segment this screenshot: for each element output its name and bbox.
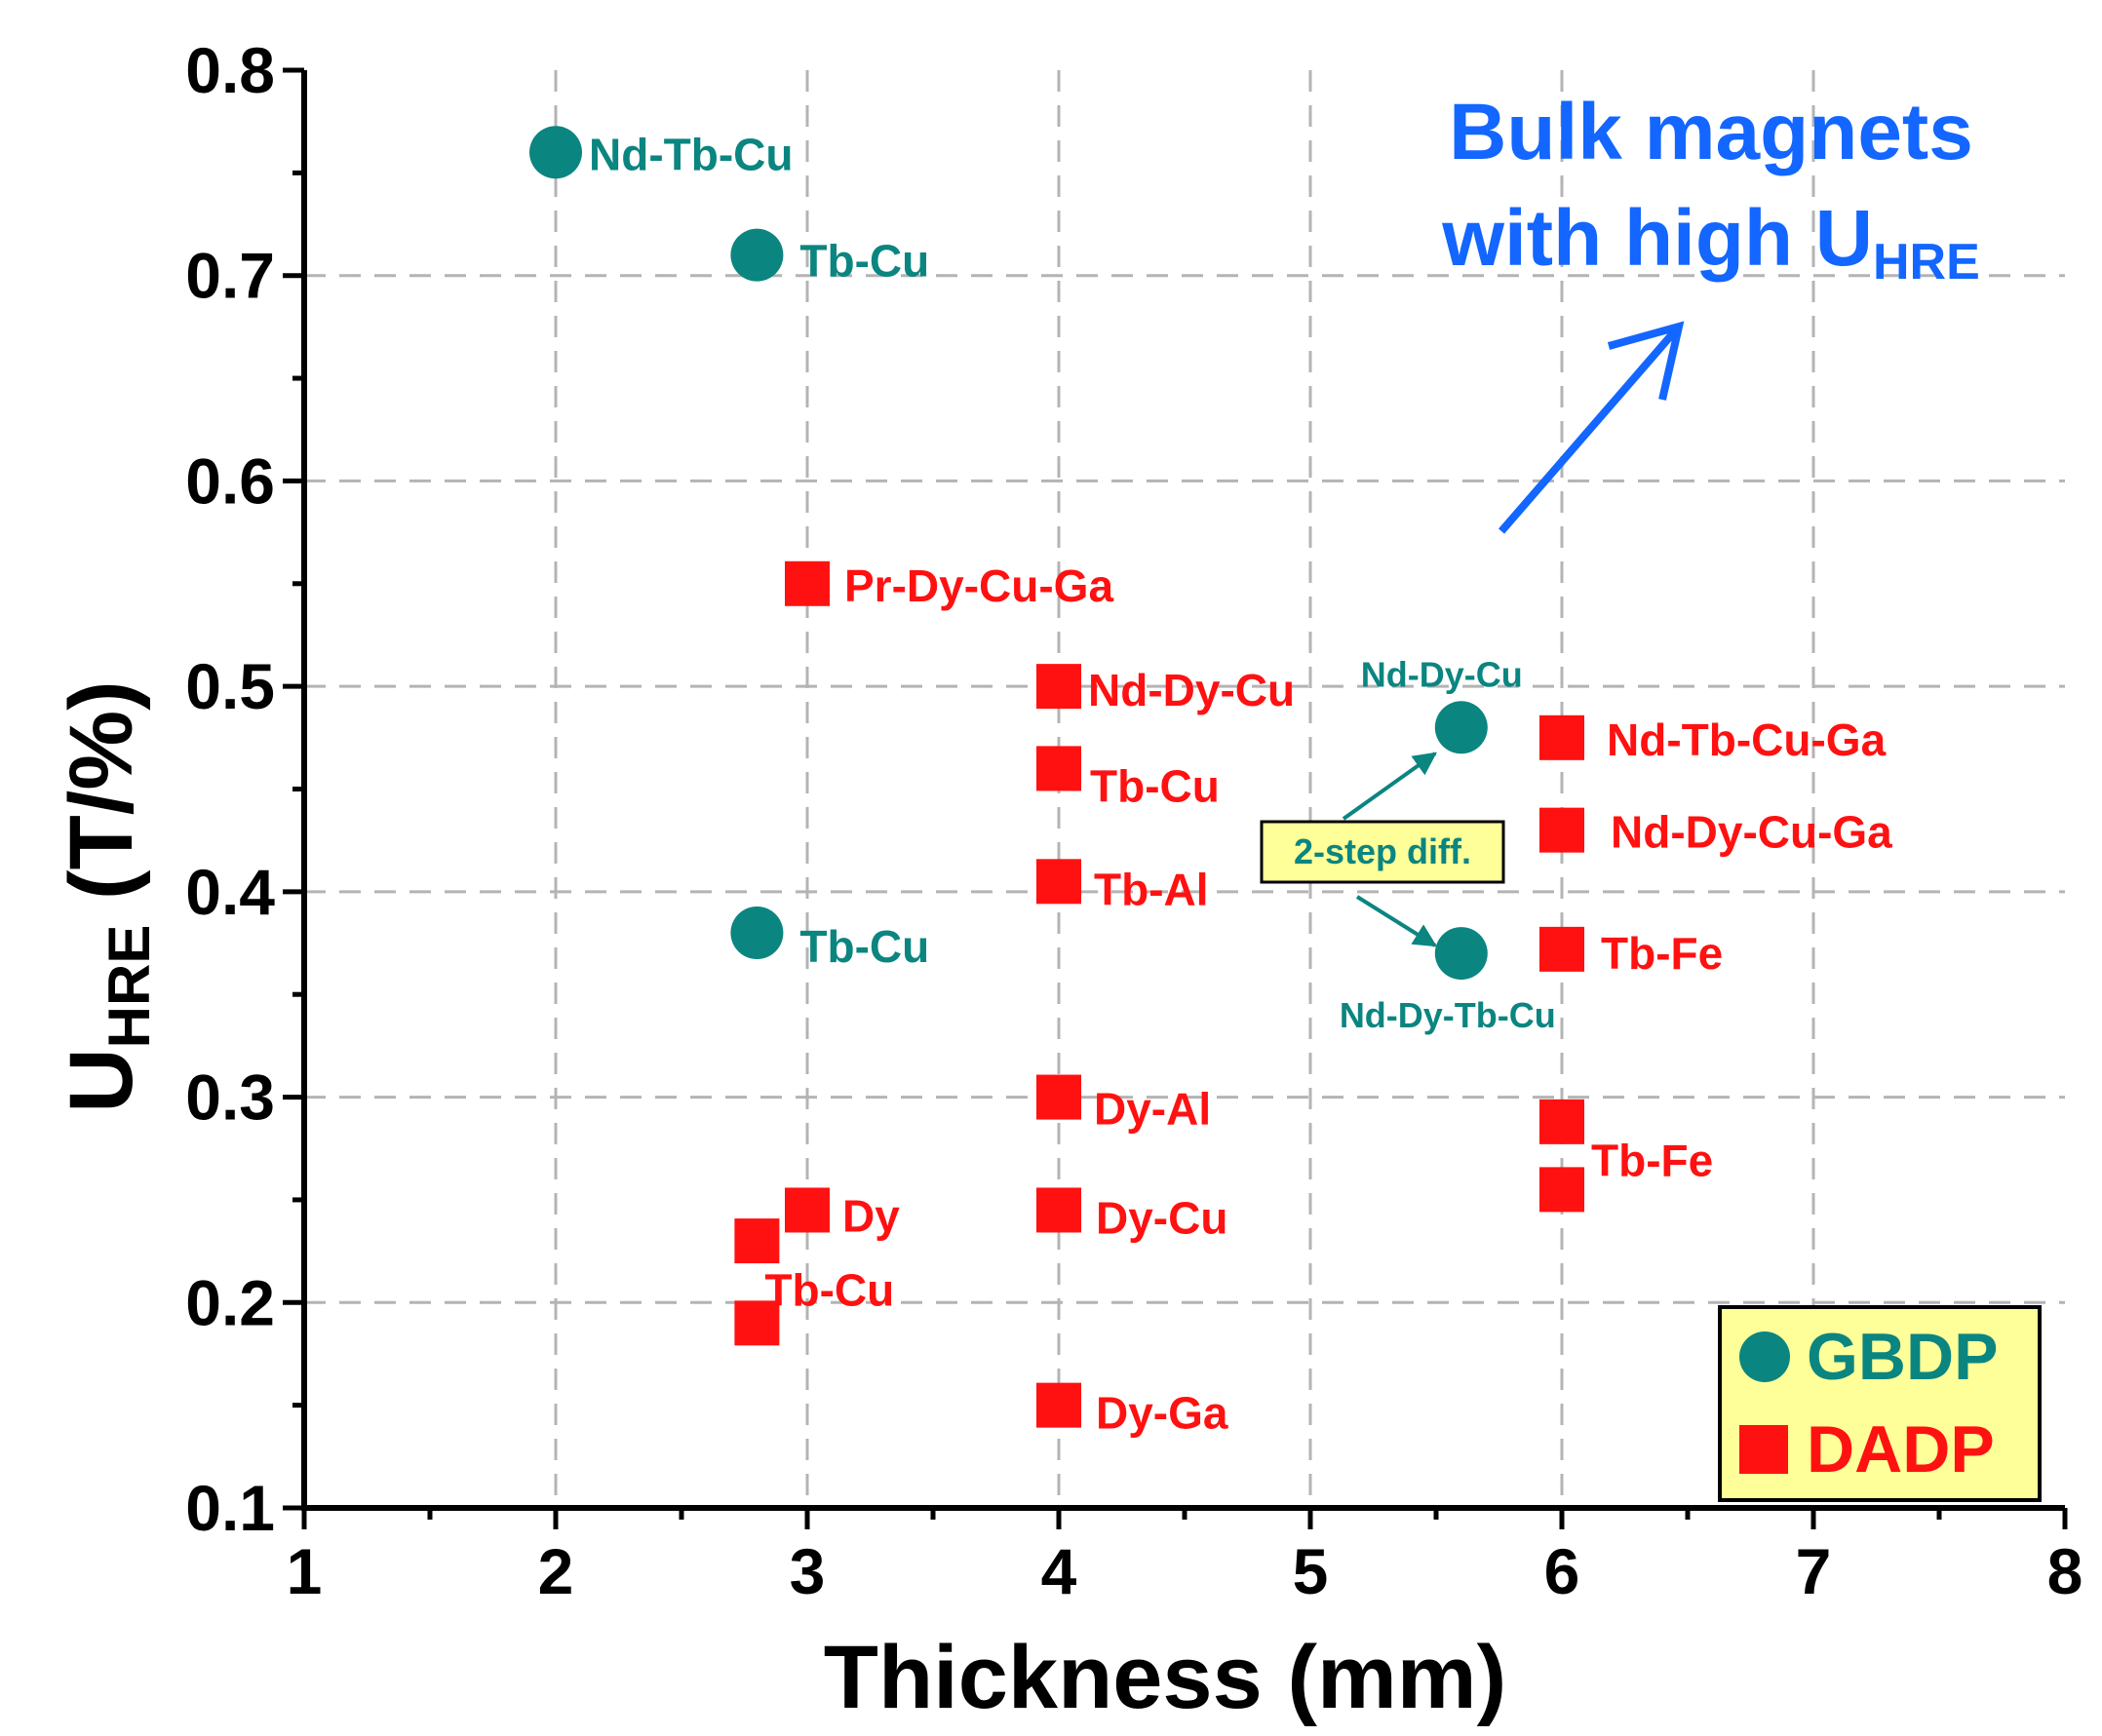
y-tick-label: 0.5 <box>185 650 275 722</box>
y-axis-title-suffix: (T/%) <box>52 680 151 924</box>
dadp-point <box>1036 1074 1081 1120</box>
two-step-box <box>1260 820 1505 884</box>
dadp-point-label: Pr-Dy-Cu-Ga <box>844 560 1113 611</box>
dadp-point-label: Dy-Al <box>1094 1084 1211 1135</box>
data-points <box>529 126 1584 1428</box>
x-tick-label: 5 <box>1293 1535 1329 1607</box>
dadp-point-label: Tb-Cu <box>1090 760 1220 811</box>
x-tick-label: 3 <box>790 1535 826 1607</box>
dadp-point <box>1539 1167 1584 1213</box>
legend-gbdp-marker <box>1739 1331 1790 1382</box>
dadp-point <box>1539 714 1584 760</box>
gbdp-point-label: Nd-Tb-Cu <box>589 129 793 179</box>
ticks: 1 2 3 4 5 6 7 8 0.1 0.2 0.3 0.4 0.5 0.6 0.7 0.8 <box>185 34 2083 1607</box>
dadp-point <box>1539 926 1584 972</box>
dadp-point <box>734 1300 780 1346</box>
two-step-label: 2-step diff. <box>1294 831 1471 871</box>
dadp-point-label: Nd-Dy-Cu-Ga <box>1611 807 1892 858</box>
point-labels: Nd-Tb-Cu Tb-Cu Tb-Cu Nd-Dy-Cu Nd-Dy-Tb-Cu Pr-… <box>589 129 1892 1438</box>
dadp-point <box>1036 859 1081 905</box>
legend: GBDP DADP <box>1718 1305 2042 1502</box>
y-tick-label: 0.3 <box>185 1061 275 1134</box>
x-tick-label: 7 <box>1796 1535 1832 1607</box>
gbdp-point <box>1434 701 1488 754</box>
grid-lines <box>304 70 2065 1508</box>
dadp-point-label: Dy <box>842 1190 900 1241</box>
gbdp-point <box>1434 927 1488 981</box>
dadp-point-label: Nd-Dy-Cu <box>1088 665 1295 715</box>
y-tick-label: 0.6 <box>185 444 275 517</box>
dadp-point-label: Dy-Ga <box>1096 1388 1228 1439</box>
gbdp-point-label: Nd-Dy-Tb-Cu <box>1340 995 1556 1035</box>
y-tick-label: 0.2 <box>185 1266 275 1338</box>
bulk-magnets-line1: Bulk magnets <box>1449 88 1973 176</box>
dadp-point-label: Tb-Cu <box>764 1264 894 1315</box>
y-axis-title-sub: HRE <box>97 925 162 1049</box>
gbdp-point <box>730 907 784 959</box>
y-tick-label: 0.4 <box>185 856 275 928</box>
x-tick-label: 2 <box>538 1535 574 1607</box>
bulk-arrow-shaft <box>1498 324 1683 534</box>
bulk-magnets-line2: with high UHRE <box>1441 194 1980 290</box>
dadp-point-label: Tb-Al <box>1094 864 1209 914</box>
x-tick-label: 1 <box>287 1535 323 1607</box>
y-tick-label: 0.7 <box>185 240 275 312</box>
gbdp-point-label: Nd-Dy-Cu <box>1361 654 1523 694</box>
dadp-point <box>1539 1099 1584 1144</box>
gbdp-point-label: Tb-Cu <box>799 921 929 972</box>
legend-gbdp-label: GBDP <box>1807 1320 1998 1394</box>
dadp-point-label: Dy-Cu <box>1096 1192 1227 1243</box>
x-tick-label: 6 <box>1544 1535 1580 1607</box>
bulk-arrow-head <box>1607 321 1685 401</box>
gbdp-point-label: Tb-Cu <box>799 236 929 287</box>
two-step-arrow-down <box>1355 895 1438 947</box>
dadp-point <box>1539 807 1584 853</box>
bulk-magnets-line2-sub: HRE <box>1873 234 1980 290</box>
legend-dadp-label: DADP <box>1807 1412 1995 1486</box>
gbdp-point <box>529 126 582 179</box>
two-step-arrow-up <box>1342 752 1437 821</box>
dadp-point <box>785 1187 830 1233</box>
x-axis-title: Thickness (mm) <box>824 1628 1506 1727</box>
y-axis-title: UHRE (T/%) <box>52 680 162 1113</box>
dadp-point-label: Tb-Fe <box>1601 928 1723 979</box>
y-tick-label: 0.1 <box>185 1472 275 1544</box>
dadp-point-label: Nd-Tb-Cu-Ga <box>1607 714 1887 765</box>
dadp-point <box>734 1218 780 1264</box>
dadp-point-label: Tb-Fe <box>1591 1135 1713 1185</box>
dadp-point <box>1036 1187 1081 1233</box>
gbdp-point <box>730 228 784 282</box>
dadp-point <box>1036 664 1081 710</box>
y-axis-title-main: U <box>52 1048 151 1112</box>
bulk-magnets-line2-main: with high U <box>1441 194 1873 283</box>
legend-dadp-marker <box>1739 1425 1788 1474</box>
dadp-point <box>1036 746 1081 791</box>
dadp-point <box>785 560 830 606</box>
x-tick-label: 8 <box>2047 1535 2083 1607</box>
annotations <box>1342 321 1685 947</box>
y-tick-label: 0.8 <box>185 34 275 106</box>
x-tick-label: 4 <box>1041 1535 1077 1607</box>
dadp-point <box>1036 1382 1081 1428</box>
